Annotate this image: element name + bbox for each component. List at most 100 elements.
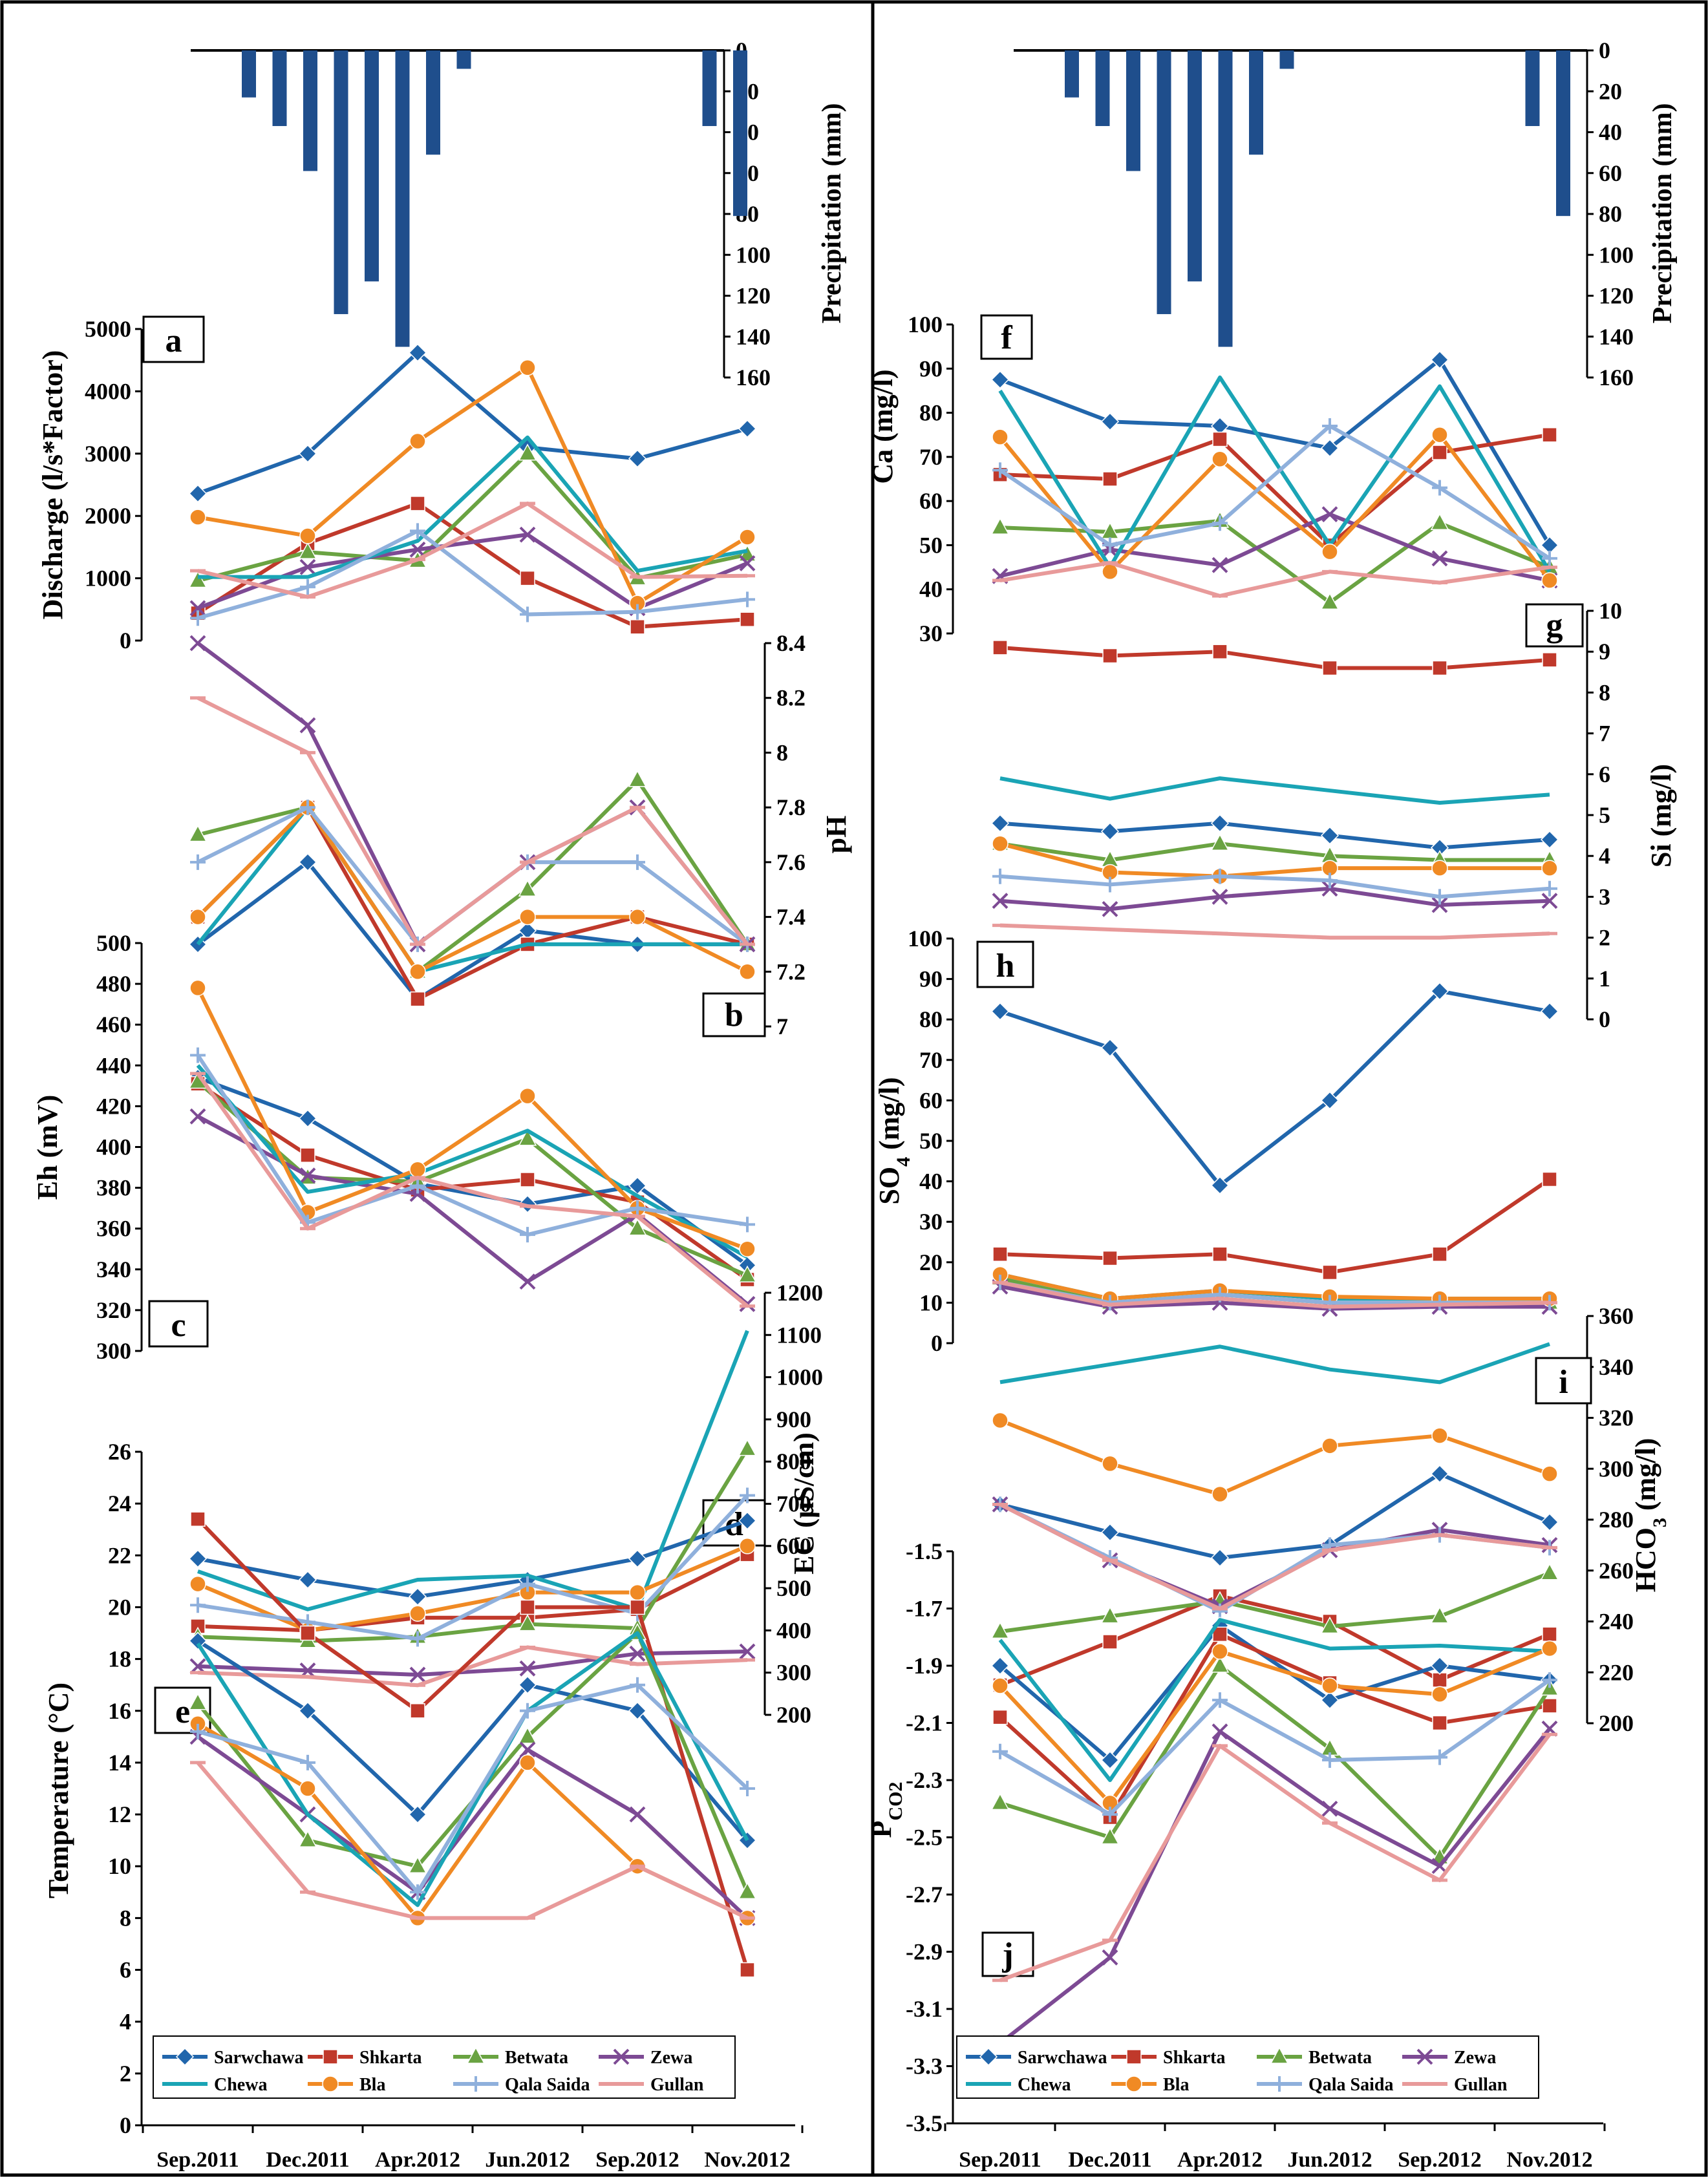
marker-square (992, 1246, 1008, 1262)
series-line (998, 375, 1552, 573)
marker-square (410, 991, 425, 1007)
precipitation-bar (334, 50, 348, 314)
series-line (999, 1733, 1552, 1982)
y-tick-label: 3 (1599, 884, 1610, 909)
marker-circle (519, 359, 536, 376)
series-gullan (992, 560, 1557, 598)
marker-diamond (628, 1701, 647, 1720)
marker-circle (1541, 860, 1558, 876)
marker-circle (1541, 1465, 1558, 1482)
panel-g: 0 1 2 3 4 5 6 7 8 9 10 Si (mg/l) g (990, 598, 1677, 1032)
marker-plus (1212, 1603, 1228, 1619)
series-line (998, 432, 1552, 582)
panel-letter-box (1535, 1357, 1592, 1405)
marker-plus (468, 2076, 484, 2092)
precipitation-bar (1525, 50, 1540, 127)
y-tick-label: 2000 (85, 503, 131, 529)
month-label: Jun.2012 (485, 2148, 570, 2172)
series-line (999, 1418, 1550, 1496)
series-line (998, 1618, 1550, 1782)
y-tick-label: 1100 (776, 1322, 822, 1348)
marker-diamond (628, 1549, 647, 1568)
marker-square (1432, 660, 1447, 676)
series-qala-saida (992, 1672, 1557, 1823)
marker-square (190, 1511, 206, 1527)
marker-plus (1542, 550, 1557, 566)
marker-circle (1431, 1686, 1448, 1703)
marker-plus (1542, 880, 1557, 897)
marker-diamond (188, 1631, 208, 1650)
y-tick-label: 22 (108, 1542, 131, 1568)
marker-x (1541, 893, 1558, 909)
y-tick-label: 440 (96, 1052, 131, 1078)
series-gullan (992, 1732, 1557, 1982)
marker-circle (1541, 1640, 1558, 1657)
marker-plus (1212, 1692, 1228, 1708)
series-betwata (188, 770, 757, 979)
series-bla (992, 1412, 1558, 1503)
precip-tick-label: 160 (1599, 365, 1634, 390)
marker-x (1321, 1800, 1338, 1817)
marker-square (1102, 1634, 1118, 1650)
marker-square (1432, 1715, 1447, 1731)
marker-x (519, 526, 536, 543)
panel-letter-box (980, 314, 1033, 360)
series-chewa (197, 1330, 749, 1611)
series-line (999, 1177, 1551, 1275)
marker-square (410, 1703, 425, 1719)
series-sarwchawa (188, 1631, 757, 1850)
y-tick-label: 0 (931, 1330, 943, 1356)
marker-diamond (1320, 1091, 1340, 1110)
marker-triangle (738, 1439, 757, 1456)
series-qala-saida (992, 418, 1557, 566)
marker-diamond (298, 1109, 317, 1128)
series-line (198, 435, 748, 579)
panel-letter: h (996, 948, 1015, 984)
precipitation-bar (1249, 50, 1263, 155)
series-line (999, 560, 1550, 598)
series-line (197, 451, 748, 583)
marker-circle (1431, 426, 1448, 443)
marker-diamond (1100, 1038, 1120, 1057)
series-line (197, 1080, 749, 1278)
precip-tick-label: 40 (1599, 120, 1622, 145)
marker-plus (410, 523, 425, 539)
series-zewa (189, 1728, 756, 1926)
marker-triangle (298, 1830, 317, 1847)
marker-square (740, 1962, 755, 1978)
precipitation-bar (456, 50, 471, 69)
series-qala-saida (190, 1487, 755, 1647)
marker-plus (630, 604, 645, 620)
legend-box (956, 2035, 1539, 2099)
y-tick-label: -1.7 (906, 1596, 943, 1622)
panel-b: 7 7.2 7.4 7.6 7.8 8 8.2 8.4 pH b (188, 630, 852, 1039)
marker-x (1212, 888, 1228, 905)
marker-circle (519, 1754, 536, 1771)
series-line (197, 696, 749, 946)
y-tick-label: -2.9 (906, 1939, 943, 1965)
marker-triangle (990, 1621, 1010, 1639)
y-tick-label: 360 (1599, 1303, 1634, 1329)
series-line (998, 1646, 1551, 1805)
marker-x (519, 1273, 536, 1290)
marker-square (1432, 445, 1447, 460)
x-axis-right: Sep.2011 Dec.2011 Apr.2012 Jun.2012 Sep.2012… (944, 2122, 1606, 2172)
precipitation-bar (303, 50, 317, 171)
series-line (197, 1330, 749, 1611)
y-tick-label: 5 (1599, 802, 1610, 828)
y-tick-label: 20 (108, 1594, 131, 1620)
series-shkarta (190, 1511, 755, 1978)
y-axis-label: Eh (mV) (32, 1095, 63, 1200)
series-gullan (992, 1502, 1557, 1611)
marker-diamond (188, 1549, 208, 1568)
precip-tick-label: 120 (736, 283, 771, 309)
y-tick-label: 1000 (85, 566, 131, 591)
series-line (999, 432, 1550, 547)
marker-plus (190, 1047, 206, 1063)
y-tick-label: 20 (919, 1249, 943, 1275)
series-bla (189, 799, 756, 981)
marker-square (1212, 1246, 1228, 1262)
panel-letter-box (148, 1300, 209, 1348)
